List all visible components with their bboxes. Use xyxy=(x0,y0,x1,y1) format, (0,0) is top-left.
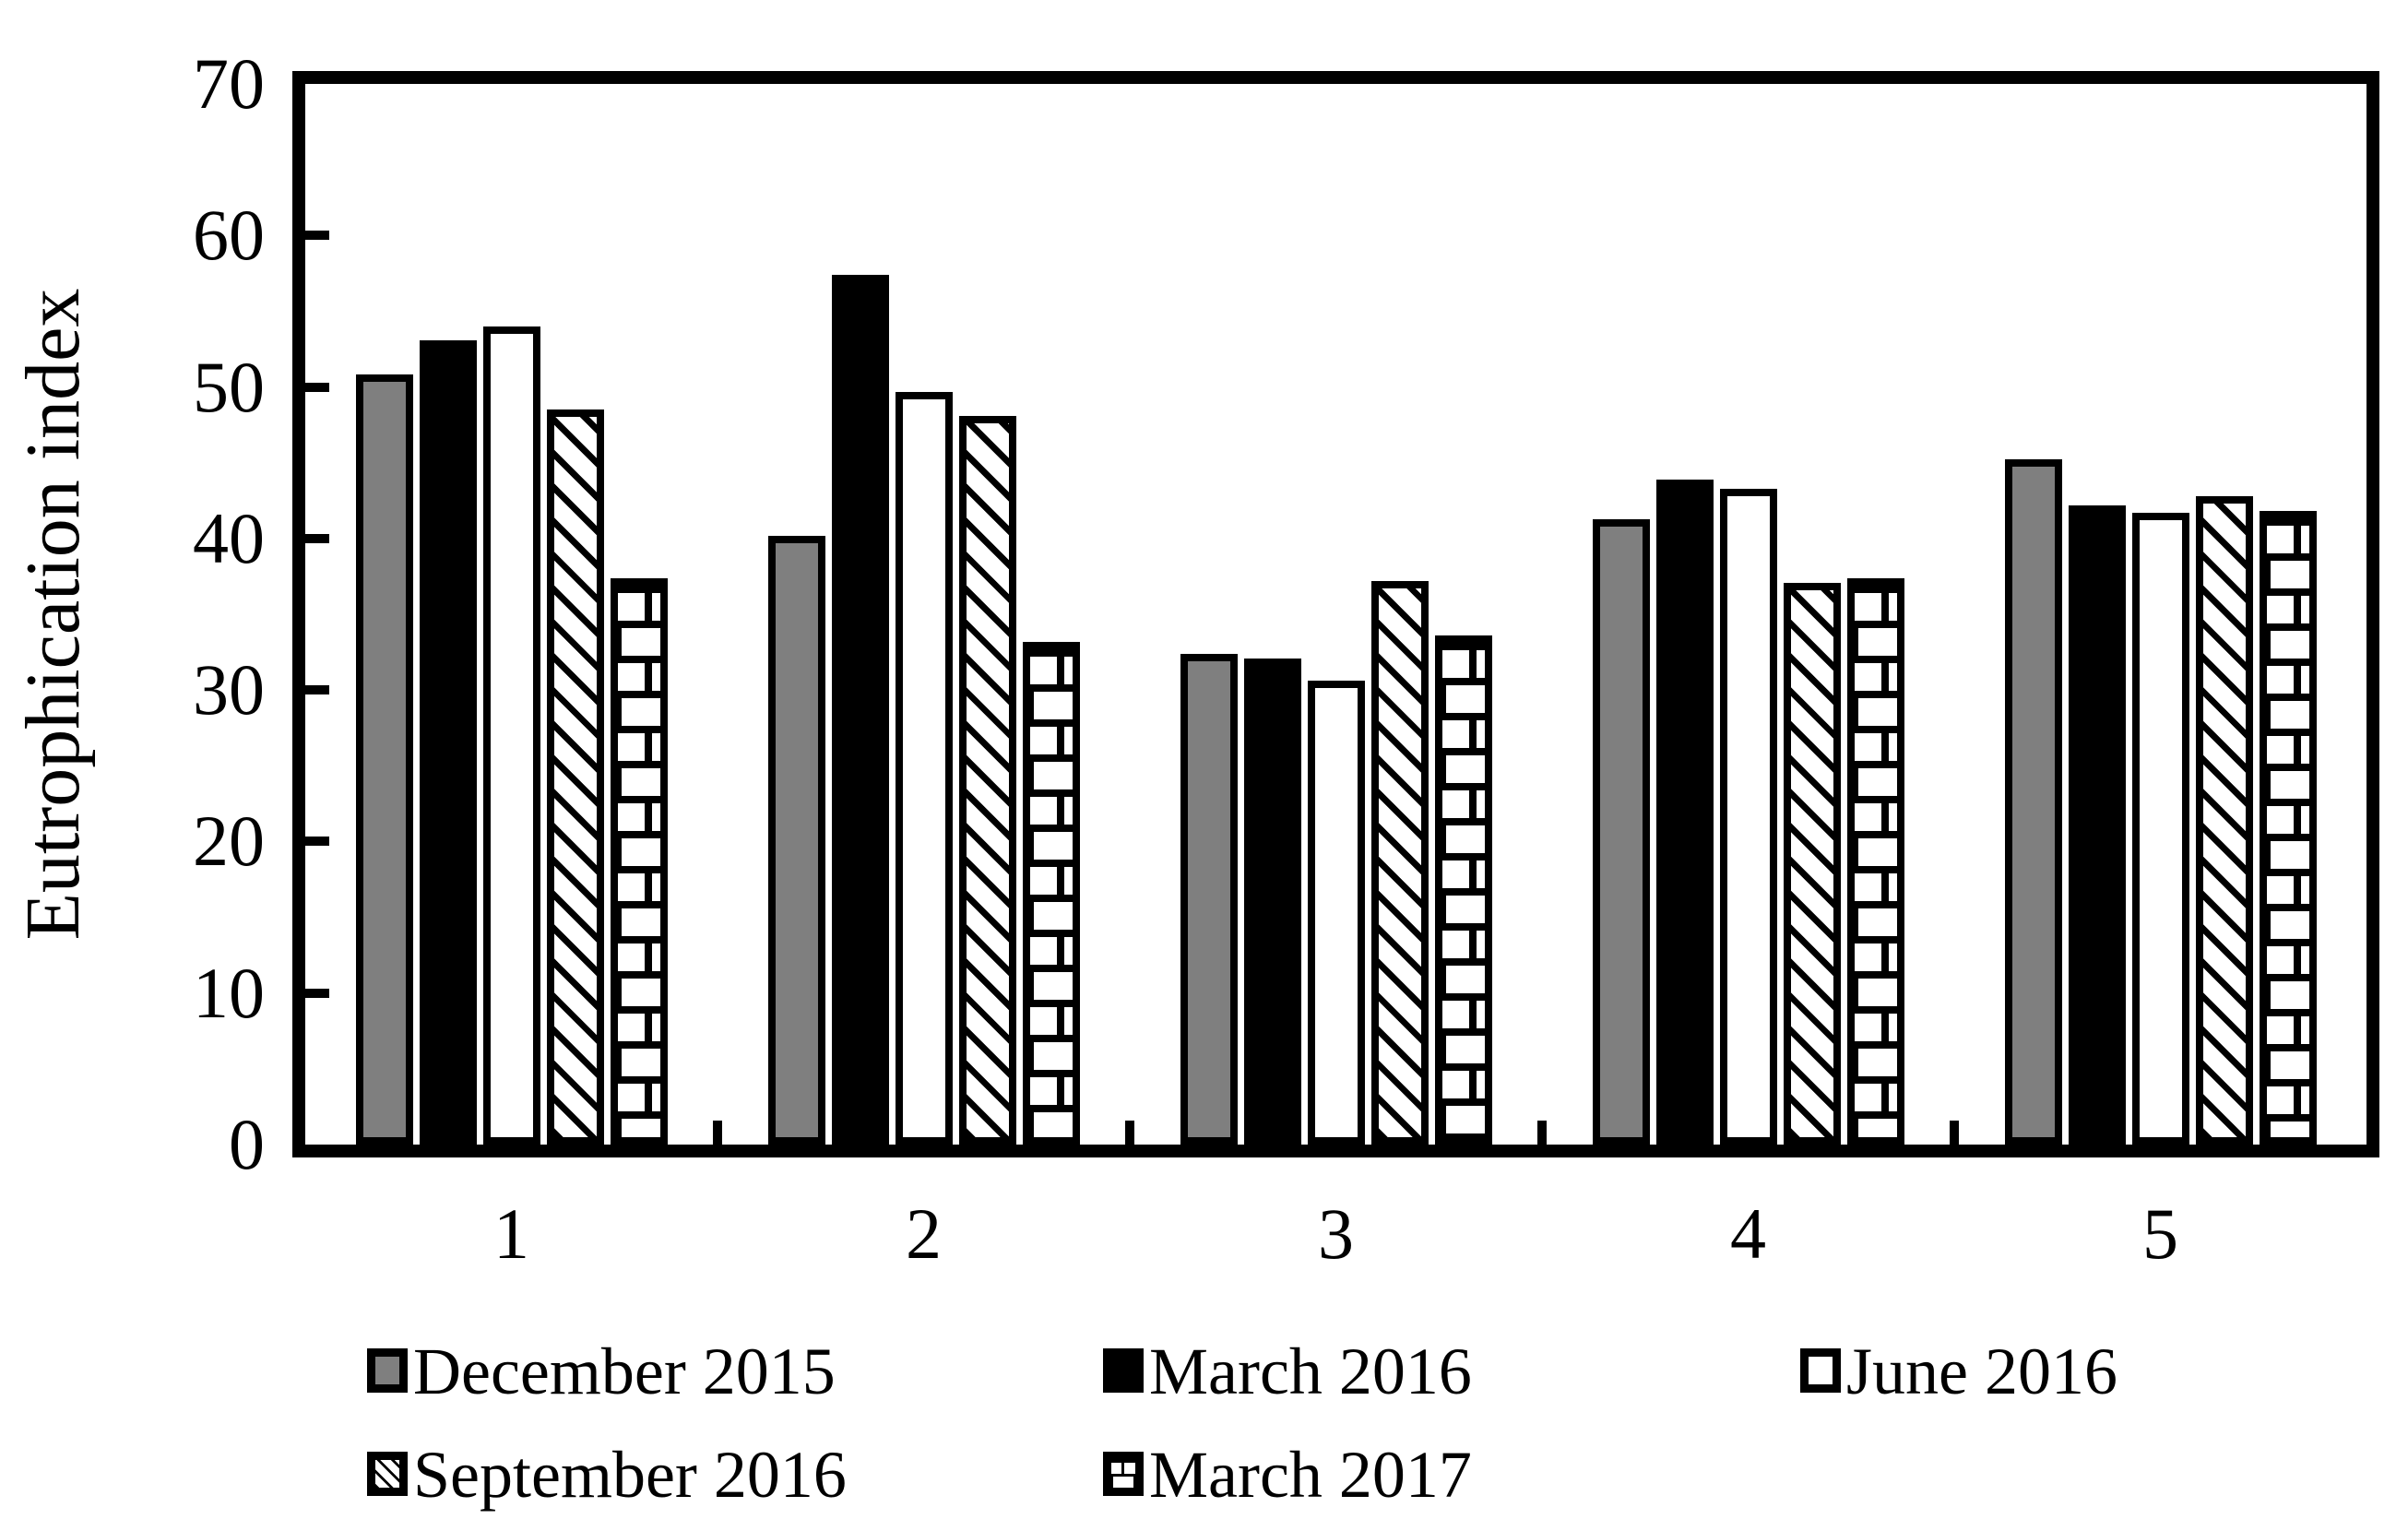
bar-march-2016-category-3 xyxy=(1243,658,1301,1145)
bar-march-2016-category-4 xyxy=(1655,479,1714,1145)
bar-september-2016-category-3 xyxy=(1370,580,1429,1145)
y-tick-label-30: 30 xyxy=(193,649,265,730)
y-tick-label-40: 40 xyxy=(193,497,265,578)
bar-march-2017-category-5 xyxy=(2259,511,2317,1145)
x-category-label-1: 1 xyxy=(493,1193,529,1274)
y-axis-tick-20 xyxy=(305,837,329,847)
bar-december-2015-category-3 xyxy=(1180,653,1238,1145)
y-axis-tick-30 xyxy=(305,685,329,695)
bar-march-2016-category-1 xyxy=(419,339,477,1145)
bar-june-2016-category-3 xyxy=(1307,681,1365,1145)
legend-label: September 2016 xyxy=(413,1438,847,1512)
legend-label: March 2017 xyxy=(1149,1438,1472,1512)
plot-area xyxy=(292,71,2379,1157)
y-tick-label-60: 60 xyxy=(193,195,265,276)
bar-june-2016-category-5 xyxy=(2131,512,2189,1145)
legend-label: June 2016 xyxy=(1846,1335,2117,1408)
bar-september-2016-category-2 xyxy=(958,415,1016,1145)
x-axis-tick-3 xyxy=(1537,1121,1547,1145)
y-axis-tick-40 xyxy=(305,533,329,543)
bar-december-2015-category-5 xyxy=(2004,459,2062,1145)
y-axis-tick-60 xyxy=(305,231,329,241)
legend-swatch-solid-gray-icon xyxy=(367,1348,408,1393)
bar-march-2017-category-4 xyxy=(1846,577,1904,1145)
bar-march-2016-category-5 xyxy=(2068,504,2126,1145)
x-category-label-2: 2 xyxy=(906,1193,942,1274)
bar-june-2016-category-4 xyxy=(1719,488,1777,1145)
bar-march-2016-category-2 xyxy=(831,275,889,1145)
x-category-label-4: 4 xyxy=(1730,1193,1766,1274)
bar-march-2017-category-3 xyxy=(1434,635,1492,1145)
y-tick-label-0: 0 xyxy=(229,1104,265,1184)
bar-december-2015-category-2 xyxy=(767,535,825,1145)
x-category-label-5: 5 xyxy=(2142,1193,2178,1274)
bar-june-2016-category-1 xyxy=(482,326,540,1145)
bar-march-2017-category-2 xyxy=(1022,641,1080,1145)
bar-december-2015-category-1 xyxy=(355,374,413,1145)
legend-label: December 2015 xyxy=(413,1335,836,1408)
x-axis-tick-2 xyxy=(1125,1121,1134,1145)
x-axis-tick-1 xyxy=(713,1121,722,1145)
y-axis-tick-10 xyxy=(305,988,329,998)
y-tick-label-70: 70 xyxy=(193,43,265,124)
legend-swatch-brick-hatch-icon xyxy=(1103,1452,1144,1496)
y-axis-tick-50 xyxy=(305,382,329,392)
bar-september-2016-category-5 xyxy=(2195,495,2253,1145)
y-tick-label-10: 10 xyxy=(193,952,265,1033)
bar-march-2017-category-1 xyxy=(610,577,668,1145)
x-axis-tick-4 xyxy=(1950,1121,1959,1145)
plot-inner xyxy=(305,84,2366,1145)
bar-september-2016-category-4 xyxy=(1783,582,1841,1145)
bar-december-2015-category-4 xyxy=(1592,518,1650,1145)
x-category-label-3: 3 xyxy=(1318,1193,1354,1274)
legend-swatch-solid-white-icon xyxy=(1800,1348,1841,1393)
legend-swatch-solid-black-icon xyxy=(1103,1348,1144,1393)
bar-june-2016-category-2 xyxy=(895,391,953,1145)
legend-label: March 2016 xyxy=(1149,1335,1472,1408)
y-tick-label-50: 50 xyxy=(193,346,265,427)
legend-swatch-diagonal-hatch-icon xyxy=(367,1452,408,1496)
y-axis-title: Eutrophication index xyxy=(10,288,96,941)
y-tick-label-20: 20 xyxy=(193,801,265,882)
bar-september-2016-category-1 xyxy=(546,409,604,1145)
